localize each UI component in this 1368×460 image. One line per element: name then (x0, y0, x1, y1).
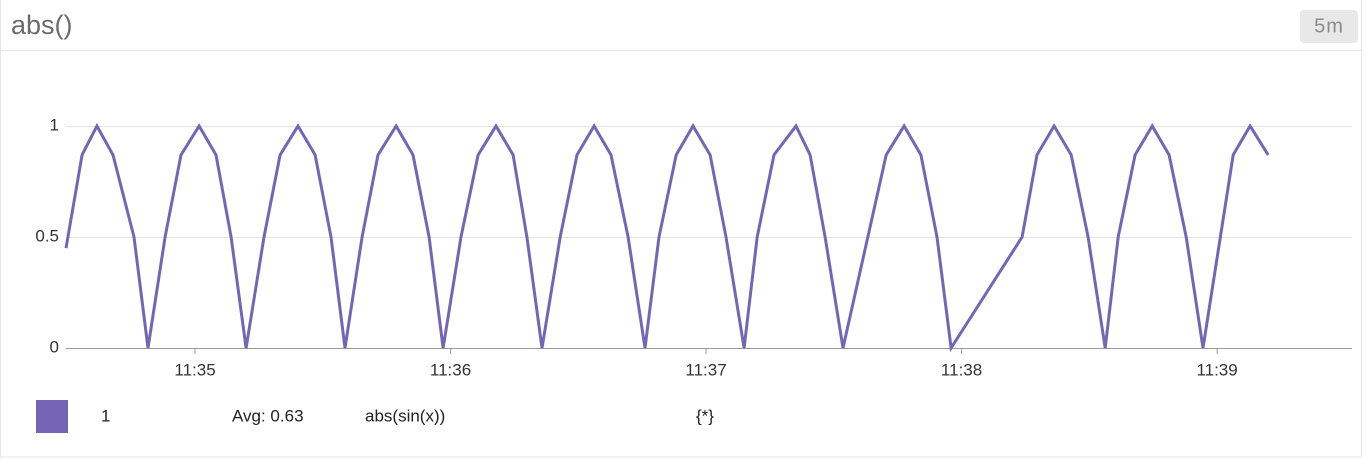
x-tick-label: 11:36 (430, 360, 471, 379)
x-tick-label: 11:39 (1196, 360, 1237, 379)
legend-scope: {*} (696, 406, 714, 425)
plot: 0 0.5 1 11:35 11:36 11:37 11:38 11:39 (35, 115, 1352, 379)
x-tick-label: 11:38 (941, 360, 982, 379)
legend-swatch (36, 400, 68, 433)
x-tick-label: 11:35 (174, 360, 215, 379)
legend-avg: Avg: 0.63 (232, 406, 304, 425)
series-line (64, 122, 1270, 353)
legend-series: 1 (101, 406, 110, 425)
y-tick-label: 0.5 (35, 226, 59, 245)
y-tick-label: 0 (50, 337, 59, 356)
timeframe-badge[interactable] (1300, 10, 1358, 43)
y-tick-label: 1 (50, 115, 59, 134)
timeframe-label: 5m (1314, 15, 1344, 37)
legend-query: abs(sin(x)) (365, 406, 445, 425)
widget-title: abs() (11, 10, 73, 40)
x-tick-label: 11:37 (685, 360, 726, 379)
